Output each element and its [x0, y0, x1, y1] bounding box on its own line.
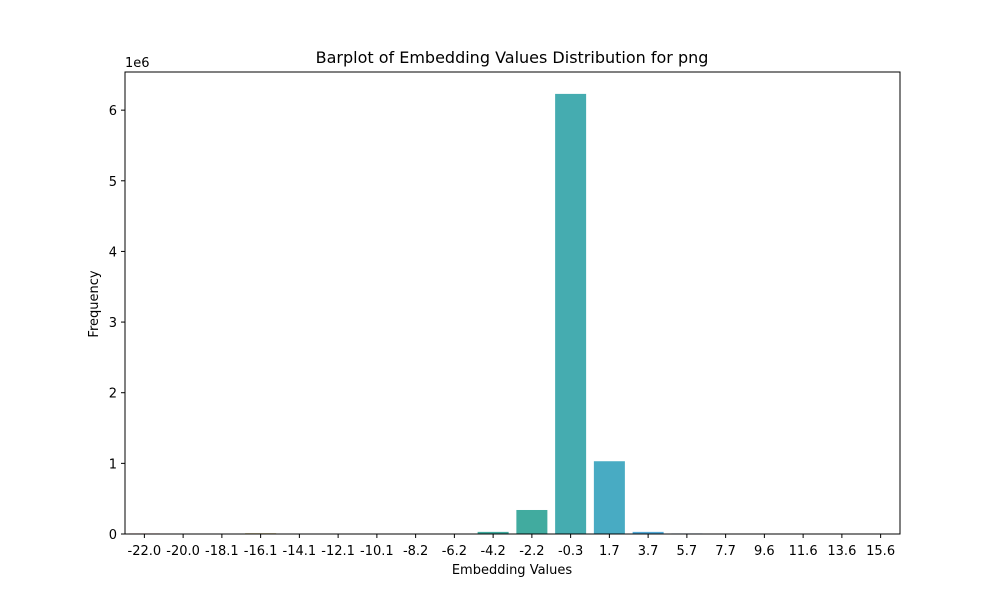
bar--0.3	[555, 93, 587, 535]
x-tick-label: 5.7	[677, 544, 698, 559]
x-tick-label: 7.7	[715, 544, 736, 559]
y-tick-label: 2	[109, 387, 117, 402]
bar-1.7	[593, 461, 625, 534]
y-tick-label: 4	[109, 245, 117, 260]
y-tick-label: 1	[109, 457, 117, 472]
plot-area	[128, 93, 897, 535]
x-tick-label: -12.1	[321, 544, 355, 559]
x-tick-label: -2.2	[519, 544, 544, 559]
x-tick-label: -22.0	[128, 544, 162, 559]
x-tick-label: -18.1	[205, 544, 239, 559]
x-tick-label: -6.2	[442, 544, 467, 559]
y-tick-label: 0	[109, 528, 117, 543]
x-tick-label: -16.1	[244, 544, 278, 559]
y-tick-label: 6	[109, 104, 117, 119]
x-tick-label: 1.7	[599, 544, 620, 559]
bar-3.7	[632, 531, 664, 534]
x-axis: -22.0 -20.0 -18.1 -16.1 -14.1 -12.1 -10.1 -8.2-…	[128, 534, 895, 559]
bar--2.2	[516, 509, 548, 534]
plot-frame	[124, 71, 901, 535]
y-scale-label: 1e6	[125, 56, 150, 71]
x-tick-label: 9.6	[754, 544, 775, 559]
x-tick-label: 3.7	[638, 544, 659, 559]
x-tick-label: -4.2	[480, 544, 505, 559]
bar--4.2	[477, 531, 509, 534]
x-tick-label: -10.1	[360, 544, 394, 559]
x-tick-label: 15.6	[866, 544, 895, 559]
y-axis: 0 1 2 3 4 5 6	[109, 104, 125, 543]
x-tick-label: -14.1	[283, 544, 317, 559]
y-tick-label: 5	[109, 175, 117, 190]
x-tick-label: 13.6	[827, 544, 856, 559]
x-tick-label: -8.2	[403, 544, 428, 559]
y-tick-label: 3	[109, 316, 117, 331]
chart-title: Barplot of Embedding Values Distribution…	[316, 48, 709, 67]
x-tick-label: -20.0	[166, 544, 200, 559]
x-tick-label: 11.6	[789, 544, 818, 559]
x-axis-label: Embedding Values	[452, 563, 573, 578]
y-axis-label: Frequency	[87, 270, 102, 337]
x-tick-label: -0.3	[558, 544, 583, 559]
